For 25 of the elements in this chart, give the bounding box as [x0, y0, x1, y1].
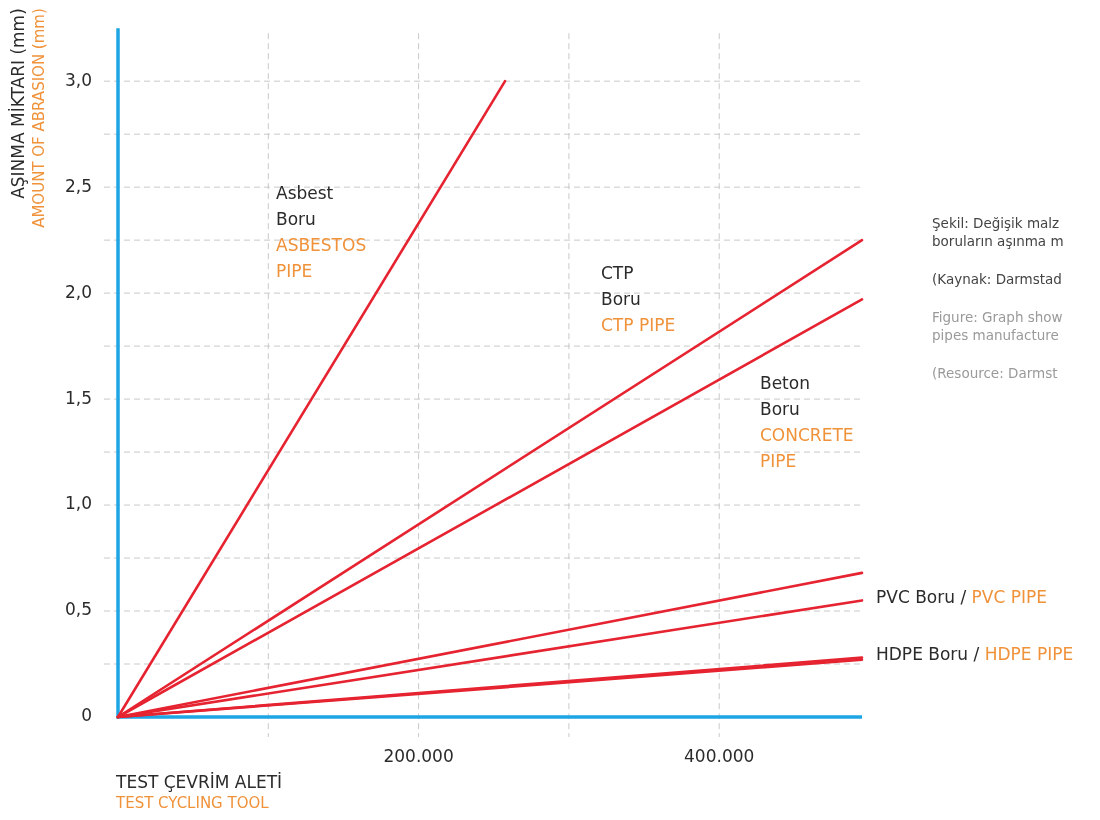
y-tick-label: 1,5 — [64, 387, 92, 408]
text: PVC PIPE — [971, 586, 1047, 607]
annotation: CTP PIPE — [601, 314, 676, 335]
y-tick-label: 2,0 — [64, 281, 92, 302]
y-tick-label: 2,5 — [64, 175, 92, 196]
annotation: CTP Boru — [601, 262, 641, 309]
y-tick-label: 1,0 — [64, 493, 92, 514]
text: HDPE PIPE — [984, 643, 1074, 664]
y-tick-label: 0 — [81, 705, 92, 726]
text: (Kaynak: Darmstad — [932, 270, 1063, 288]
text: Şekil: Değişik malz boruların aşınma m — [932, 214, 1064, 250]
annotation: ASBESTOS PIPE — [276, 234, 367, 281]
y-axis-title: AŞINMA MİKTARI (mm) AMOUNT OF ABRASION (mm) — [8, 8, 48, 228]
y-tick-label: 3,0 — [64, 69, 92, 90]
text: HDPE Boru / — [876, 643, 980, 664]
annotation: Beton Boru — [760, 372, 810, 419]
text: PVC Boru / — [876, 586, 967, 607]
annotation: Asbest Boru — [276, 182, 334, 229]
x-tick-label: 400.000 — [684, 745, 755, 766]
annotation: CONCRETE PIPE — [760, 424, 854, 471]
text: Figure: Graph show pipes manufacture — [932, 308, 1064, 344]
x-axis-title: TEST ÇEVRİM ALETİ TEST CYCLING TOOL — [115, 771, 283, 813]
y-tick-label: 0,5 — [64, 599, 92, 620]
x-tick-label: 200.000 — [383, 745, 454, 766]
text: (Resource: Darmst — [932, 364, 1059, 382]
